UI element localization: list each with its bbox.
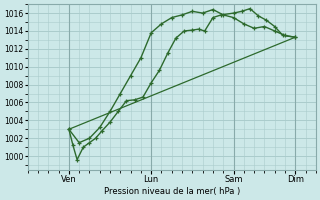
X-axis label: Pression niveau de la mer( hPa ): Pression niveau de la mer( hPa ) (104, 187, 240, 196)
